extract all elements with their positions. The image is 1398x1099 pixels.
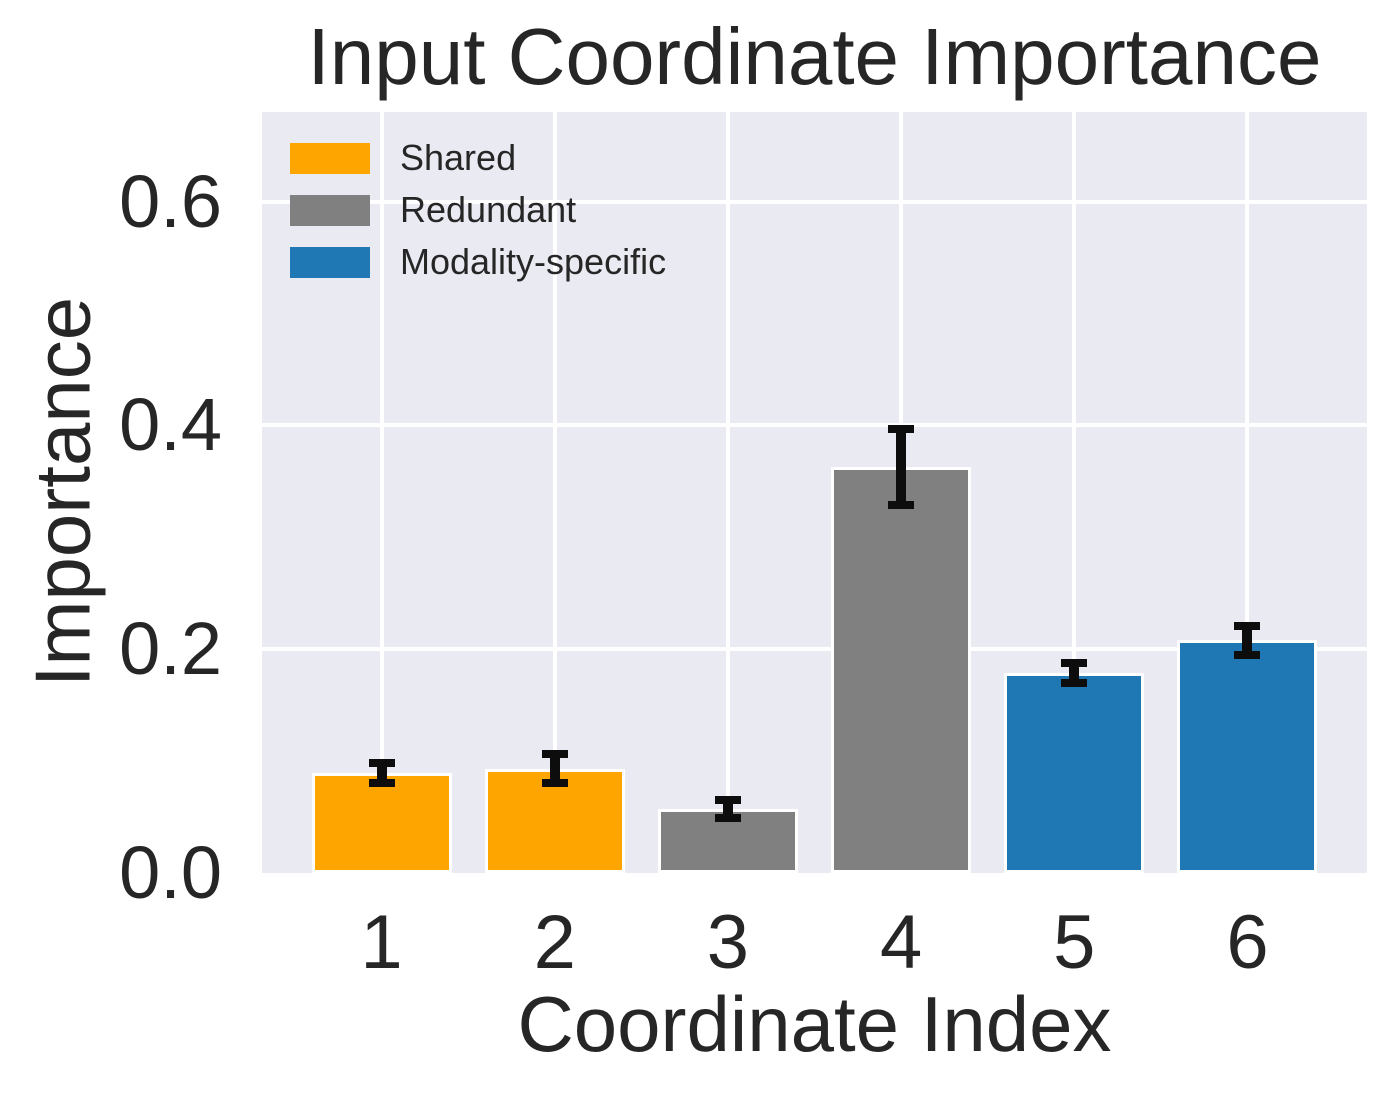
x-tick-label: 4 — [879, 900, 923, 985]
error-bar-cap — [1234, 621, 1261, 630]
error-bar-cap — [1061, 678, 1088, 687]
error-bar — [722, 800, 733, 819]
error-bar-cap — [368, 779, 395, 788]
v-gridline — [552, 112, 557, 873]
plot-area — [262, 112, 1367, 873]
legend-swatch — [290, 142, 370, 174]
bar-4 — [831, 466, 972, 873]
error-bar-cap — [714, 814, 741, 823]
x-tick-label: 2 — [533, 900, 576, 985]
error-bar-cap — [368, 759, 395, 768]
error-bar-cap — [541, 779, 568, 788]
error-bar-cap — [888, 424, 915, 433]
y-tick-label: 0.2 — [119, 607, 222, 691]
error-bar-cap — [1061, 658, 1088, 667]
v-gridline — [1072, 112, 1077, 873]
error-bar — [896, 428, 907, 505]
h-gridline — [262, 647, 1367, 652]
x-tick-label: 6 — [1226, 900, 1269, 985]
chart-title: Input Coordinate Importance — [307, 12, 1322, 101]
legend-label: Shared — [400, 137, 517, 178]
error-bar — [1069, 662, 1080, 683]
legend-swatch — [290, 194, 370, 226]
v-gridline — [725, 112, 730, 873]
v-gridline — [379, 112, 384, 873]
legend-item: Shared — [290, 132, 666, 184]
error-bar — [549, 754, 560, 784]
error-bar-cap — [1234, 650, 1261, 659]
legend-label: Redundant — [400, 189, 577, 230]
v-gridline — [1245, 112, 1250, 873]
legend-item: Modality-specific — [290, 236, 666, 288]
y-tick-label: 0.4 — [119, 383, 222, 467]
error-bar-cap — [714, 796, 741, 805]
error-bar-cap — [888, 500, 915, 509]
error-bar — [376, 763, 387, 784]
x-tick-label: 5 — [1053, 900, 1096, 985]
x-tick-label: 1 — [360, 900, 403, 985]
bar-6 — [1177, 640, 1318, 873]
error-bar — [1242, 625, 1253, 655]
error-bar-cap — [541, 750, 568, 759]
y-tick-label: 0.0 — [119, 831, 222, 914]
bar-5 — [1004, 672, 1145, 873]
x-tick-label: 3 — [706, 900, 750, 985]
legend: Shared Redundant Modality-specific — [290, 132, 666, 288]
legend-swatch — [290, 246, 370, 278]
legend-label: Modality-specific — [400, 241, 667, 282]
h-gridline — [262, 199, 1367, 204]
h-gridline — [262, 423, 1367, 428]
bar-1 — [311, 773, 452, 873]
legend-item: Redundant — [290, 184, 666, 236]
x-axis-label: Coordinate Index — [517, 980, 1112, 1068]
y-tick-label: 0.6 — [119, 159, 222, 243]
